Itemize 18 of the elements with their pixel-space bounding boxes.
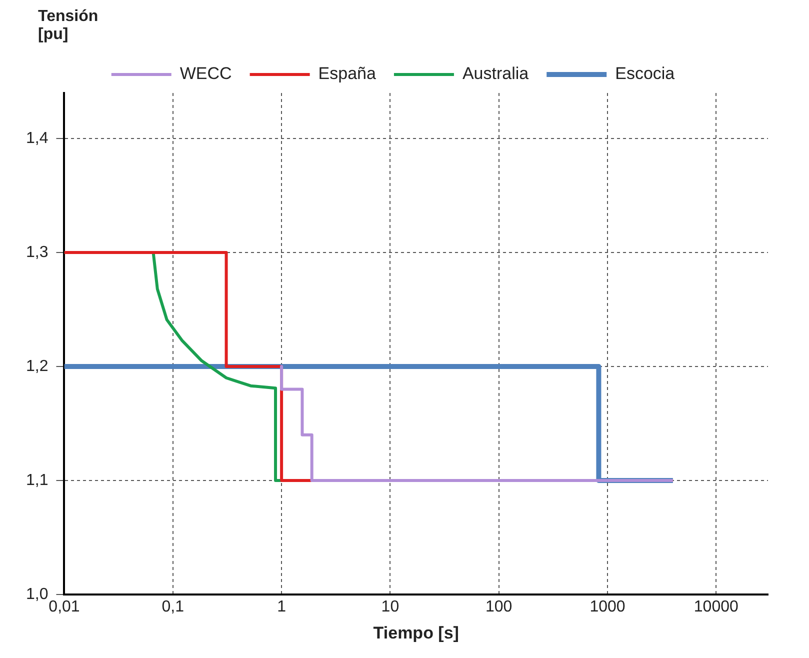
legend-label: España bbox=[318, 64, 377, 84]
x-tick-label: 1 bbox=[277, 598, 286, 616]
y-tick-label: 1,4 bbox=[26, 130, 48, 147]
y-axis-title: Tensión [pu] bbox=[38, 8, 100, 44]
x-axis-title: Tiempo [s] bbox=[373, 623, 459, 642]
x-tick-label: 1000 bbox=[590, 598, 626, 616]
y-tick-label: 1,1 bbox=[26, 472, 48, 489]
legend-label: Australia bbox=[462, 64, 530, 84]
x-tick-label: 10000 bbox=[694, 598, 739, 616]
x-tick-label: 100 bbox=[486, 598, 512, 616]
y-tick-label: 1,2 bbox=[26, 358, 48, 375]
x-tick-label: 0,1 bbox=[162, 598, 184, 616]
y-tick-label: 1,0 bbox=[26, 586, 48, 603]
legend-label: Escocia bbox=[615, 64, 676, 84]
y-tick-label: 1,3 bbox=[26, 244, 48, 261]
x-tick-label: 0,01 bbox=[48, 598, 80, 616]
x-tick-label: 10 bbox=[381, 598, 400, 616]
legend-label: WECC bbox=[180, 64, 232, 84]
